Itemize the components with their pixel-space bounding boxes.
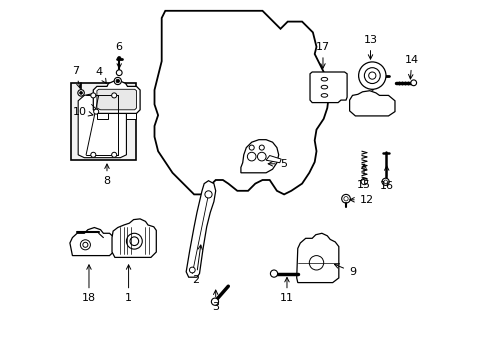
Text: 1: 1	[125, 265, 132, 303]
Text: 6: 6	[116, 42, 122, 68]
Text: 11: 11	[280, 278, 293, 303]
Polygon shape	[349, 91, 394, 116]
Text: 9: 9	[334, 264, 355, 277]
Circle shape	[111, 93, 117, 98]
Circle shape	[117, 57, 121, 60]
Polygon shape	[78, 94, 126, 158]
Circle shape	[204, 191, 212, 198]
Circle shape	[364, 68, 380, 84]
Ellipse shape	[321, 77, 327, 81]
Polygon shape	[154, 11, 328, 194]
Polygon shape	[186, 181, 215, 277]
Circle shape	[343, 197, 347, 201]
Circle shape	[91, 152, 96, 157]
Circle shape	[94, 109, 99, 114]
Circle shape	[383, 180, 386, 184]
Polygon shape	[70, 228, 114, 256]
Text: 10: 10	[73, 107, 93, 117]
Circle shape	[341, 194, 349, 203]
Circle shape	[309, 256, 323, 270]
Circle shape	[130, 237, 139, 246]
Circle shape	[80, 91, 82, 94]
Text: 7: 7	[72, 66, 81, 88]
Text: 13: 13	[363, 35, 377, 59]
Text: 8: 8	[103, 164, 110, 186]
Polygon shape	[97, 113, 107, 119]
Polygon shape	[112, 219, 156, 257]
Text: 17: 17	[315, 42, 329, 68]
Circle shape	[358, 62, 385, 89]
Polygon shape	[241, 140, 278, 173]
Circle shape	[259, 145, 264, 150]
Circle shape	[257, 152, 265, 161]
Circle shape	[80, 240, 90, 250]
Circle shape	[126, 233, 142, 249]
Circle shape	[270, 270, 277, 277]
Circle shape	[247, 152, 256, 161]
Polygon shape	[265, 156, 281, 163]
Ellipse shape	[321, 85, 327, 89]
Polygon shape	[296, 233, 338, 283]
Circle shape	[361, 178, 367, 185]
Circle shape	[381, 178, 388, 185]
Polygon shape	[309, 72, 346, 103]
Circle shape	[410, 80, 416, 86]
Text: 14: 14	[404, 55, 418, 79]
Circle shape	[78, 90, 84, 96]
Circle shape	[91, 93, 96, 98]
Polygon shape	[97, 89, 136, 110]
Ellipse shape	[321, 94, 327, 97]
Circle shape	[116, 79, 120, 83]
Text: 2: 2	[192, 245, 202, 285]
Text: 5: 5	[267, 159, 287, 169]
Text: 16: 16	[379, 166, 393, 192]
Circle shape	[249, 145, 254, 150]
Text: 3: 3	[212, 290, 219, 312]
Text: 4: 4	[95, 67, 106, 83]
Circle shape	[114, 77, 121, 85]
Circle shape	[111, 152, 117, 157]
Polygon shape	[93, 81, 140, 113]
Circle shape	[368, 72, 375, 79]
Text: 18: 18	[82, 265, 96, 303]
Circle shape	[189, 267, 195, 273]
Text: 15: 15	[356, 164, 370, 190]
Circle shape	[116, 70, 122, 76]
Text: 12: 12	[349, 195, 373, 205]
Circle shape	[211, 298, 218, 305]
Polygon shape	[125, 113, 136, 119]
Bar	[71, 83, 136, 160]
Circle shape	[82, 242, 88, 247]
